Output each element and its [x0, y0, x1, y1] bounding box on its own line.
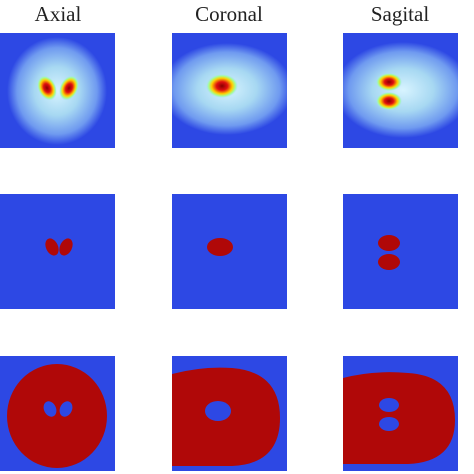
axial-mask: [0, 194, 115, 309]
axial-region: [0, 356, 115, 471]
column-title: Coronal: [195, 2, 263, 26]
column-title: Axial: [35, 2, 82, 26]
axial-heatmap: [0, 33, 115, 148]
coronal-mask: [172, 194, 287, 309]
coronal-region: [172, 356, 287, 471]
sagital-mask: [343, 194, 458, 309]
coronal-heatmap: [172, 33, 287, 148]
sagital-heatmap: [343, 33, 458, 148]
sagital-region: [343, 356, 458, 471]
column-title: Sagital: [371, 2, 429, 26]
